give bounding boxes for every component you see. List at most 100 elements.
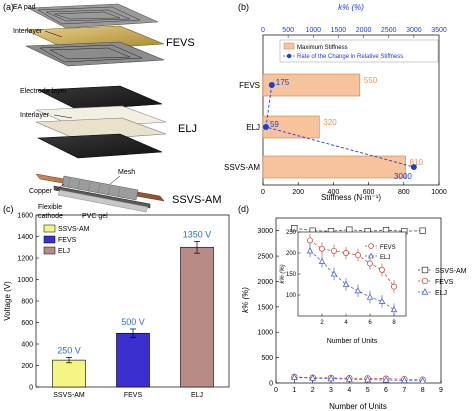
y-tick-label: 200 (21, 363, 33, 370)
interlayer-callout-1: Interlayer (13, 28, 43, 35)
top-tick-label: 3500 (431, 27, 447, 34)
category-label-ssvs-am: SSVS-AM (224, 163, 260, 172)
y-tick-label: 1400 (17, 234, 33, 241)
category-label-elj: ELJ (191, 392, 203, 399)
inset-legend-marker-elj (368, 252, 374, 259)
panel-d-x-axis-label: Number of Units (329, 402, 387, 411)
value-label-rate-ssvs-am: 3000 (394, 172, 412, 181)
data-point-ssvs-am (419, 227, 426, 234)
data-label-elj: 1350 V (183, 229, 212, 239)
top-tick-label: 2500 (381, 27, 397, 34)
copper-callout: Copper (29, 188, 53, 195)
x-tick-label: 4 (347, 387, 351, 394)
data-point-ssvs-am (346, 226, 353, 233)
bar-ssvs-am (52, 359, 86, 388)
fevs-top-electrode-pad (26, 3, 159, 29)
legend-swatch-max-stiffness (283, 42, 295, 50)
flexible-cathode-callout-2: cathode (38, 213, 63, 220)
top-tick-label: 2000 (356, 27, 372, 34)
bar-fevs (116, 332, 150, 388)
data-label-ssvs-am: 250 V (57, 345, 81, 355)
interlayer-callout-1-leader (44, 30, 63, 38)
electrode-layer-callout: Electrode layer (20, 88, 67, 95)
inset-y-tick-label: 150 (286, 272, 297, 278)
data-point-elj (419, 377, 427, 384)
x-tick-label: 1000 (431, 189, 447, 196)
inset-series-line-elj (309, 250, 395, 310)
inset-y-tick-label: 200 (286, 251, 297, 257)
y-tick-label: 400 (21, 342, 33, 349)
panel-c-chart: (c) 0 200 400 600 800 1000 1200 1400 1600 250 V 5… (3, 204, 230, 399)
panel-c-legend: SSVS-AM FEVS ELJ (43, 224, 90, 255)
legend-label-ssvs-am: SSVS-AM (435, 268, 467, 275)
legend-swatch-fevs (43, 235, 56, 244)
x-tick-label: 7 (402, 387, 406, 394)
pvc-gel (57, 189, 149, 213)
pvc-gel-callout: PVC gel (82, 213, 108, 220)
x-tick-label: 0 (261, 189, 265, 196)
value-label-rate-elj: 59 (270, 120, 279, 129)
x-tick-label: 0 (274, 387, 278, 394)
rate-change-point-fevs (268, 82, 275, 88)
x-tick-label: 9 (439, 387, 443, 394)
top-tick-label: 0 (261, 27, 265, 34)
data-point-elj (364, 375, 372, 383)
y-tick-label: 0 (29, 385, 33, 392)
legend-swatch-ssvs-am (43, 224, 56, 233)
x-tick-label: 3 (329, 387, 333, 394)
legend-label-rate-change: Rate of the Change in Relative Stiffness (297, 54, 403, 60)
inset-data-point-fevs (379, 266, 385, 273)
value-label-stiffness-elj: 320 (323, 118, 337, 127)
data-point-elj (345, 375, 353, 382)
y-tick-label: 1000 (257, 330, 273, 337)
x-tick-label: 1 (292, 387, 296, 394)
panel-c-y-axis-label: Voltage (V) (3, 281, 12, 321)
panel-d-inset-y-label: k% (%) (280, 264, 286, 283)
bar-fevs (262, 73, 361, 97)
ssvs-am-title: SSVS-AM (172, 194, 222, 206)
legend-label-max-stiffness: Maximum Stiffness (297, 45, 348, 51)
inset-x-tick-label: 4 (344, 320, 348, 326)
top-tick-label: 1500 (331, 27, 347, 34)
y-tick-label: 1000 (17, 277, 33, 284)
data-point-ssvs-am (291, 225, 298, 232)
elj-title: ELJ (178, 123, 197, 135)
inset-data-point-elj (354, 287, 362, 294)
inset-data-point-fevs (355, 252, 361, 259)
legend-swatch-elj (43, 246, 56, 255)
inset-data-point-elj (330, 270, 338, 277)
panel-d-plot-frame (275, 217, 442, 384)
legend-marker-rate-change (286, 53, 292, 59)
panel-b-x-axis-label: Stiffness (N·m⁻¹) (321, 193, 381, 202)
elj-bottom-electrode (36, 133, 163, 159)
inset-data-point-elj (306, 247, 314, 254)
legend-label-ssvs-am: SSVS-AM (58, 226, 90, 233)
panel-b-label: (b) (238, 2, 249, 12)
y-tick-label: 600 (21, 320, 33, 327)
fevs-electrode-pattern (37, 6, 141, 25)
inset-x-tick-label: 6 (368, 320, 372, 326)
x-tick-label: 200 (292, 189, 304, 196)
bar-ssvs-am (262, 155, 406, 179)
inset-data-point-fevs (367, 260, 373, 267)
rate-change-point-elj (262, 124, 269, 130)
panel-c-label: (c) (3, 204, 14, 214)
legend-label-fevs: FEVS (58, 237, 77, 244)
category-label-ssvs-am: SSVS-AM (53, 392, 85, 399)
x-tick-label: 2 (311, 387, 315, 394)
inset-data-point-fevs (391, 283, 397, 290)
flexible-cathode-callout-1: Flexible (38, 204, 62, 211)
legend-label-elj: ELJ (435, 290, 447, 297)
panel-b-legend: Maximum Stiffness Rate of the Change in … (279, 39, 439, 63)
x-tick-label: 5 (366, 387, 370, 394)
data-point-elj (327, 374, 335, 382)
category-label-fevs: FEVS (124, 392, 143, 399)
panel-b-chart: (b) 550 320 810 175 59 3000 0 200 400 600 800 1000… (224, 2, 447, 202)
inset-data-point-elj (366, 293, 374, 300)
mesh-callout: Mesh (118, 169, 135, 176)
top-tick-label: 1000 (305, 27, 321, 34)
value-label-stiffness-ssvs-am: 810 (410, 158, 424, 167)
y-tick-label: 1500 (257, 304, 273, 311)
